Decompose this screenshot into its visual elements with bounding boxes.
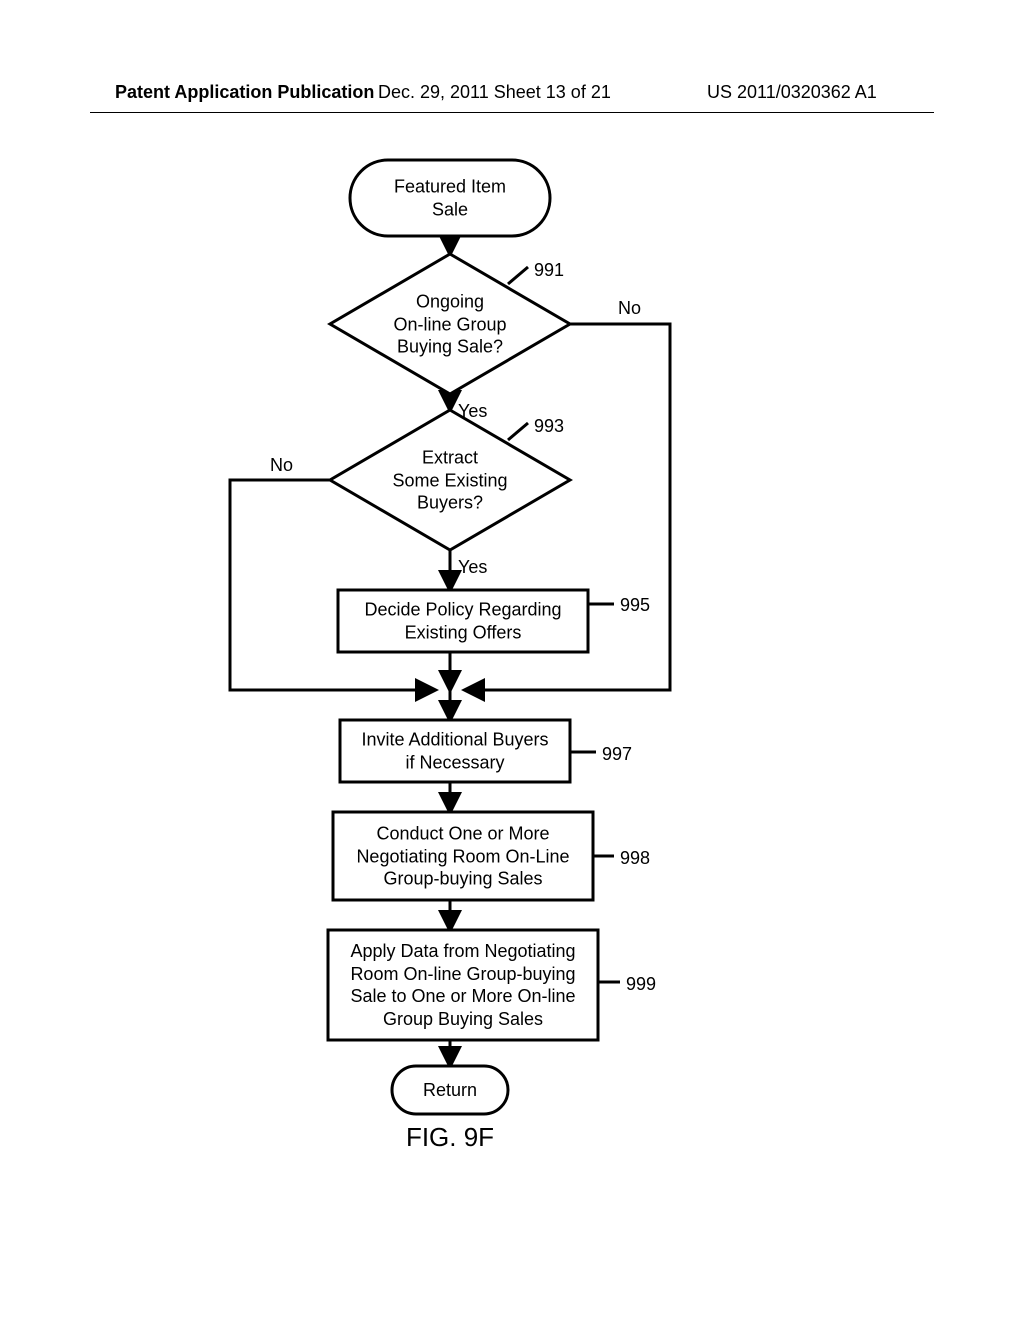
p998-text: Conduct One or More Negotiating Room On-… (356, 822, 569, 890)
header-mid: Dec. 29, 2011 Sheet 13 of 21 (378, 82, 611, 103)
ref-995: 995 (620, 595, 650, 616)
d991-text: Ongoing On-line Group Buying Sale? (393, 290, 506, 358)
header-right: US 2011/0320362 A1 (707, 82, 877, 103)
d993-text: Extract Some Existing Buyers? (392, 446, 507, 514)
label-d991-no: No (618, 298, 641, 319)
header-left: Patent Application Publication (115, 82, 374, 103)
label-d993-no: No (270, 455, 293, 476)
ref-993: 993 (534, 416, 564, 437)
p999-text: Apply Data from Negotiating Room On-line… (350, 940, 575, 1030)
p995-text: Decide Policy Regarding Existing Offers (364, 599, 561, 644)
ref-997: 997 (602, 744, 632, 765)
ref-991: 991 (534, 260, 564, 281)
ref-998: 998 (620, 848, 650, 869)
label-d993-yes: Yes (458, 557, 487, 578)
return-text: Return (423, 1079, 477, 1102)
page: Patent Application Publication Dec. 29, … (0, 0, 1024, 1320)
start-text: Featured Item Sale (394, 176, 506, 221)
flowchart-canvas: Featured Item Sale Ongoing On-line Group… (90, 112, 934, 1282)
p997-text: Invite Additional Buyers if Necessary (361, 729, 548, 774)
label-d991-yes: Yes (458, 401, 487, 422)
flowchart-svg (90, 112, 934, 1282)
figure-caption: FIG. 9F (406, 1122, 494, 1153)
ref-999: 999 (626, 974, 656, 995)
